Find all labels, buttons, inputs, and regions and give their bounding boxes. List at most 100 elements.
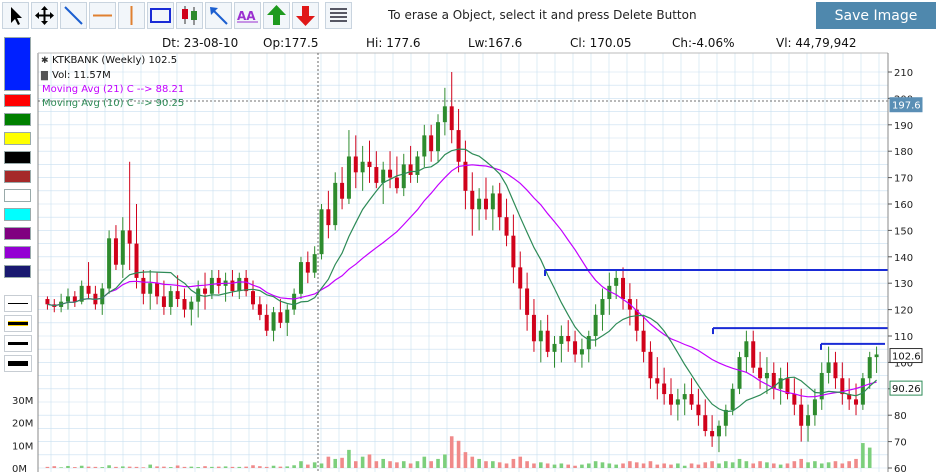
- lines-menu-icon[interactable]: [325, 2, 352, 29]
- candle: [483, 177, 488, 220]
- color-swatch-brown[interactable]: [4, 170, 31, 183]
- color-swatch-white[interactable]: [4, 189, 31, 202]
- candle: [723, 404, 728, 437]
- volume-bar: [353, 461, 358, 468]
- vertical-line-icon[interactable]: [118, 2, 145, 29]
- line-style-thin[interactable]: [4, 295, 32, 312]
- line-style-thick[interactable]: [4, 355, 32, 372]
- candle: [244, 270, 249, 297]
- color-swatch-green[interactable]: [4, 113, 31, 126]
- info-high: Hi: 177.6: [366, 36, 421, 50]
- candle: [490, 185, 495, 231]
- diagonal-line-icon[interactable]: [60, 2, 87, 29]
- volume-bar: [381, 458, 385, 468]
- candle: [874, 346, 879, 373]
- volume-bar: [388, 461, 392, 468]
- volume-bar: [799, 458, 803, 468]
- volume-bar: [573, 465, 577, 468]
- candle: [819, 362, 824, 410]
- candle: [429, 124, 434, 162]
- candle: [716, 420, 721, 453]
- volume-bar: [792, 461, 797, 468]
- volume-bar: [374, 461, 379, 468]
- candle: [758, 351, 763, 389]
- volume-bar: [710, 461, 714, 468]
- volume-bar: [319, 463, 324, 468]
- color-swatch-red[interactable]: [4, 94, 31, 107]
- candle: [148, 270, 153, 310]
- volume-bar: [477, 458, 481, 468]
- arrow-tool-icon[interactable]: [205, 2, 232, 29]
- volume-bar: [861, 443, 865, 468]
- volume-bar: [662, 463, 666, 468]
- volume-bar: [134, 466, 139, 468]
- arrow-pointer-icon[interactable]: [2, 2, 29, 29]
- volume-bar: [258, 466, 262, 468]
- price-tick-label: 140: [894, 253, 913, 264]
- candle-compare-icon[interactable]: [176, 2, 203, 29]
- volume-bar: [456, 440, 461, 468]
- down-arrow-icon[interactable]: [292, 2, 319, 29]
- horizontal-line-icon[interactable]: [89, 2, 116, 29]
- up-arrow-icon[interactable]: [263, 2, 290, 29]
- volume-bar: [86, 466, 91, 468]
- color-palette: [0, 32, 36, 472]
- move-cross-icon[interactable]: [31, 2, 58, 29]
- volume-bar: [854, 458, 858, 468]
- color-swatch-navy[interactable]: [4, 265, 31, 278]
- candle: [107, 230, 112, 294]
- price-tick-label: 70: [894, 438, 907, 449]
- volume-bar: [826, 462, 831, 468]
- save-image-button[interactable]: Save Image: [816, 2, 936, 29]
- candle: [867, 351, 872, 389]
- volume-bar: [299, 461, 303, 468]
- volume-bar: [724, 461, 728, 468]
- line-style-medium[interactable]: [4, 335, 32, 352]
- color-swatch-blue[interactable]: [4, 37, 31, 91]
- price-tick-label: 120: [894, 306, 913, 317]
- candle: [545, 314, 550, 358]
- price-axis: 2102001901801701601501401301201101009080…: [888, 68, 913, 472]
- toolbar: AA To erase a Object, select it and pres…: [0, 0, 940, 32]
- volume-bar: [504, 463, 509, 468]
- volume-bar: [443, 454, 447, 468]
- candle: [134, 204, 139, 289]
- bull-icon: ✱: [41, 56, 49, 66]
- volume-tick-label: 30M: [12, 396, 33, 407]
- volume-bar: [771, 463, 776, 468]
- color-swatch-yellow[interactable]: [4, 132, 31, 145]
- volume-bar: [121, 466, 125, 468]
- volume-bar: [401, 461, 406, 468]
- info-volume: Vl: 44,79,942: [776, 36, 857, 50]
- volume-bar: [689, 463, 694, 468]
- volume-bar: [532, 463, 536, 468]
- candle: [559, 325, 564, 363]
- volume-bar: [648, 461, 653, 468]
- candle: [422, 124, 427, 168]
- candle: [278, 299, 283, 329]
- volume-bar: [682, 465, 687, 468]
- volume-bar: [607, 463, 612, 468]
- color-swatch-black[interactable]: [4, 151, 31, 164]
- color-swatch-cyan[interactable]: [4, 208, 31, 221]
- candle: [696, 388, 701, 426]
- candle: [65, 288, 70, 310]
- volume-bar: [285, 466, 290, 468]
- volume-bar: [497, 462, 502, 468]
- color-swatch-purple[interactable]: [4, 227, 31, 240]
- candle: [442, 87, 447, 136]
- rectangle-icon[interactable]: [147, 2, 174, 29]
- candle: [497, 182, 502, 231]
- candle: [799, 388, 804, 442]
- candle: [662, 367, 667, 405]
- volume-bar: [491, 461, 495, 468]
- last-price-label: 102.6: [892, 352, 921, 363]
- color-swatch-violet[interactable]: [4, 246, 31, 259]
- volume-bars: [45, 436, 872, 468]
- price-tick-label: 210: [894, 68, 913, 79]
- volume-bar: [765, 462, 769, 468]
- fibonacci-icon[interactable]: AA: [234, 2, 261, 29]
- line-style-thick-yellow[interactable]: [4, 315, 32, 332]
- volume-bar: [840, 463, 845, 468]
